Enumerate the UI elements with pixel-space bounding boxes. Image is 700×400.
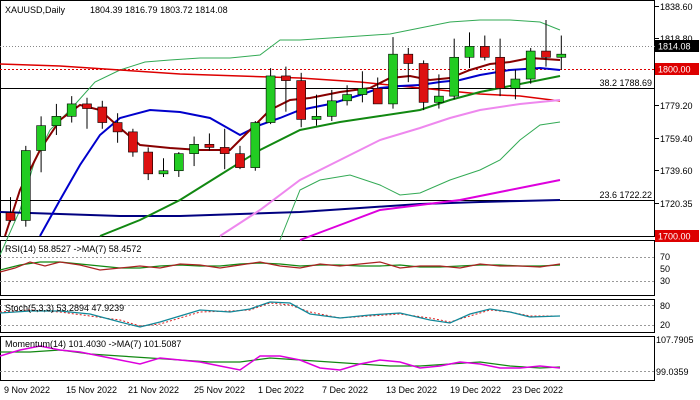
candle-body[interactable] xyxy=(464,46,475,58)
price-tick-1838: 1838.60 xyxy=(660,2,693,12)
candle-body[interactable] xyxy=(235,153,245,168)
candle-body[interactable] xyxy=(541,50,551,58)
candle-body[interactable] xyxy=(112,122,123,133)
candle-body[interactable] xyxy=(342,94,352,102)
date-label-21nov: 21 Nov 2022 xyxy=(128,385,179,395)
candle-body[interactable] xyxy=(204,144,215,148)
momentum-tick-low: 99.0359 xyxy=(656,367,689,377)
date-label-19dec: 19 Dec 2022 xyxy=(450,385,501,395)
candle-body[interactable] xyxy=(128,131,138,153)
time-axis[interactable]: 9 Nov 2022 15 Nov 2022 21 Nov 2022 25 No… xyxy=(4,385,563,395)
candle-body[interactable] xyxy=(82,103,92,109)
price-axis[interactable]: 1838.60 1818.80 1779.20 1759.40 1739.60 … xyxy=(655,2,693,209)
candle-body[interactable] xyxy=(143,151,153,175)
momentum-label: Momentum(14) 101.4030 ->MA(7) 101.5087 xyxy=(5,339,181,349)
candle-body[interactable] xyxy=(265,75,276,123)
candles-group xyxy=(5,19,567,227)
candle-body[interactable] xyxy=(51,116,62,126)
bollinger-lower xyxy=(279,121,561,241)
rsi-label: RSI(14) 58.8527 ->MA(7) 58.4572 xyxy=(5,244,141,254)
level-1800-tag xyxy=(655,63,699,75)
candle-body[interactable] xyxy=(479,46,490,58)
rsi-panel-border xyxy=(0,240,655,296)
ma-green xyxy=(99,75,561,237)
rsi-tick-30: 30 xyxy=(660,276,670,286)
candle-body[interactable] xyxy=(250,122,261,168)
price-tick-1720: 1720.35 xyxy=(660,199,693,209)
level-1700-value: 1700.00 xyxy=(658,232,691,242)
candle-body[interactable] xyxy=(403,53,414,64)
ohlc-readout: 1804.39 1816.79 1803.72 1814.08 xyxy=(90,5,228,15)
candle-body[interactable] xyxy=(189,144,199,154)
candle-body[interactable] xyxy=(388,53,398,105)
candle-body[interactable] xyxy=(158,170,169,175)
rsi-tick-50: 50 xyxy=(660,264,670,274)
candle-body[interactable] xyxy=(281,75,291,81)
price-tick-1759: 1759.40 xyxy=(660,134,693,144)
date-label-7dec: 7 Dec 2022 xyxy=(322,385,368,395)
stoch-tick-20: 20 xyxy=(660,320,670,330)
ma-pink xyxy=(219,99,561,237)
ma-magenta xyxy=(299,179,561,241)
stoch-label: Stoch(5,3,3) 53.2894 47.9239 xyxy=(5,303,124,313)
candle-body[interactable] xyxy=(556,53,567,58)
level-1800-value: 1800.00 xyxy=(658,65,691,75)
date-label-9nov: 9 Nov 2022 xyxy=(4,385,50,395)
candle-body[interactable] xyxy=(36,125,46,151)
momentum-tick-high: 107.7905 xyxy=(656,335,694,345)
candle-body[interactable] xyxy=(449,56,460,97)
rsi-ma-line xyxy=(0,261,561,271)
candle-body[interactable] xyxy=(174,153,184,172)
stoch-panel-border xyxy=(0,299,655,333)
candle-body[interactable] xyxy=(311,116,322,120)
date-label-15nov: 15 Nov 2022 xyxy=(66,385,117,395)
candle-body[interactable] xyxy=(97,106,108,123)
candle-body[interactable] xyxy=(418,63,429,103)
stoch-tick-80: 80 xyxy=(660,301,670,311)
momentum-line xyxy=(0,345,561,371)
level-1700-tag xyxy=(655,230,699,242)
ma-red xyxy=(0,63,561,102)
stoch-main-line xyxy=(0,301,561,328)
date-label-25nov: 25 Nov 2022 xyxy=(194,385,245,395)
candle-body[interactable] xyxy=(219,147,230,154)
candle-body[interactable] xyxy=(296,80,307,120)
candle-body[interactable] xyxy=(326,100,337,117)
price-tick-1818: 1818.80 xyxy=(660,34,693,44)
current-price-tag xyxy=(655,40,699,52)
date-label-13dec: 13 Dec 2022 xyxy=(386,385,437,395)
symbol-title: XAUUSD,Daily xyxy=(5,5,66,15)
ma-navy xyxy=(0,199,561,217)
stoch-signal-line xyxy=(0,302,560,327)
candle-body[interactable] xyxy=(5,212,16,221)
candle-body[interactable] xyxy=(510,78,521,89)
rsi-tick-70: 70 xyxy=(660,252,670,262)
candle-body[interactable] xyxy=(20,150,31,221)
date-label-1dec: 1 Dec 2022 xyxy=(258,385,304,395)
candle-body[interactable] xyxy=(372,88,383,105)
candle-body[interactable] xyxy=(66,103,77,117)
candle-body[interactable] xyxy=(525,50,536,80)
candle-body[interactable] xyxy=(495,56,505,89)
current-price-value: 1814.08 xyxy=(658,42,691,52)
price-tick-1739: 1739.60 xyxy=(660,166,693,176)
rsi-line xyxy=(0,261,561,273)
date-label-23dec: 23 Dec 2022 xyxy=(512,385,563,395)
price-tick-1779: 1779.20 xyxy=(660,101,693,111)
price-panel-border xyxy=(0,0,655,237)
momentum-panel-border xyxy=(0,336,655,381)
candle-body[interactable] xyxy=(434,95,444,103)
fib-382-label: 38.2 1788.69 xyxy=(599,78,652,88)
candle-body[interactable] xyxy=(357,88,368,95)
fib-236-label: 23.6 1722.22 xyxy=(599,190,652,200)
